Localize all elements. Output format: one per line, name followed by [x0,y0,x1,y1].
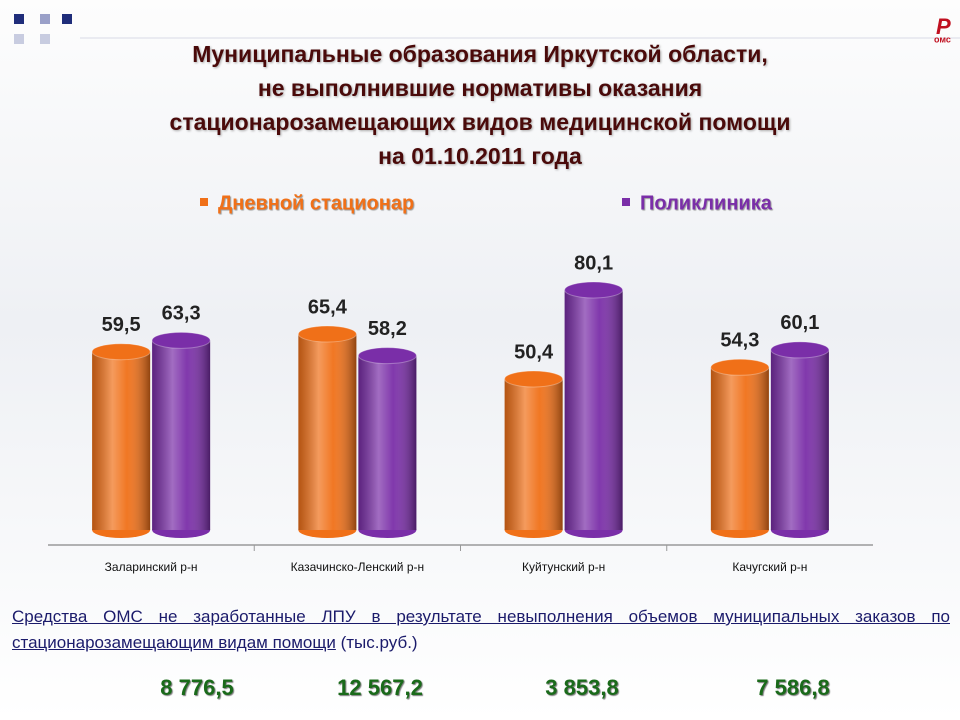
bar-top [564,281,624,299]
bar [151,331,211,538]
value-label: 65,4 [308,296,348,318]
bar-top [91,343,151,361]
chart-title: Муниципальные образования Иркутской обла… [192,41,768,67]
bar-top [770,341,830,359]
chart-title: на 01.10.2011 года [378,143,582,169]
legend-label: Поликлиника [640,192,773,214]
bar-shade [152,340,211,530]
footer: Средства ОМС не заработанные ЛПУ в резул… [12,604,950,656]
decor [62,14,72,24]
value-label: 80,1 [574,252,613,274]
bar [91,343,151,538]
decor [40,14,50,24]
legend-swatch [200,198,208,206]
footer-unit: (тыс.руб.) [340,633,418,652]
bar-top [151,331,211,349]
bar-shade [710,367,769,530]
logo: омс [934,34,951,44]
bar [504,370,564,538]
footer-amount: 8 776,5 [160,675,233,700]
bar [297,325,357,538]
bar-top [710,358,770,376]
decor [14,34,24,44]
bar-shade [92,351,151,530]
bar-shade [564,290,623,530]
bar-top [357,347,417,365]
legend-label: Дневной стационар [218,192,414,214]
chart-title: не выполнившие нормативы оказания [258,75,702,101]
legend-swatch [622,198,630,206]
bar-top [297,325,357,343]
value-label: 58,2 [368,318,407,340]
x-tick-label: Куйтунский р-н [522,560,605,574]
bar [564,281,624,538]
footer-amount: 3 853,8 [545,675,618,700]
decor [14,14,24,24]
footer-amount: 7 586,8 [756,675,829,700]
chart-title: стационарозамещающих видов медицинской п… [170,109,791,135]
decor [40,34,50,44]
bar-shade [504,378,563,530]
value-label: 59,5 [102,314,141,336]
bar-shade [358,355,417,530]
x-tick-label: Казачинско-Ленский р-н [291,560,425,574]
bar-shade [298,334,357,530]
value-label: 50,4 [514,341,554,363]
value-label: 54,3 [720,330,759,352]
bar [770,341,830,538]
logo-mark: P [936,14,951,39]
value-label: 63,3 [162,303,201,325]
footer-amount: 12 567,2 [337,675,423,700]
value-label: 60,1 [780,312,819,334]
bar [710,358,770,538]
bar-shade [770,349,829,530]
bar-top [504,370,564,388]
bar [357,347,417,538]
x-tick-label: Заларинский р-н [105,560,198,574]
x-tick-label: Качугский р-н [732,560,807,574]
footer-text: Средства ОМС не заработанные ЛПУ в резул… [12,607,950,652]
